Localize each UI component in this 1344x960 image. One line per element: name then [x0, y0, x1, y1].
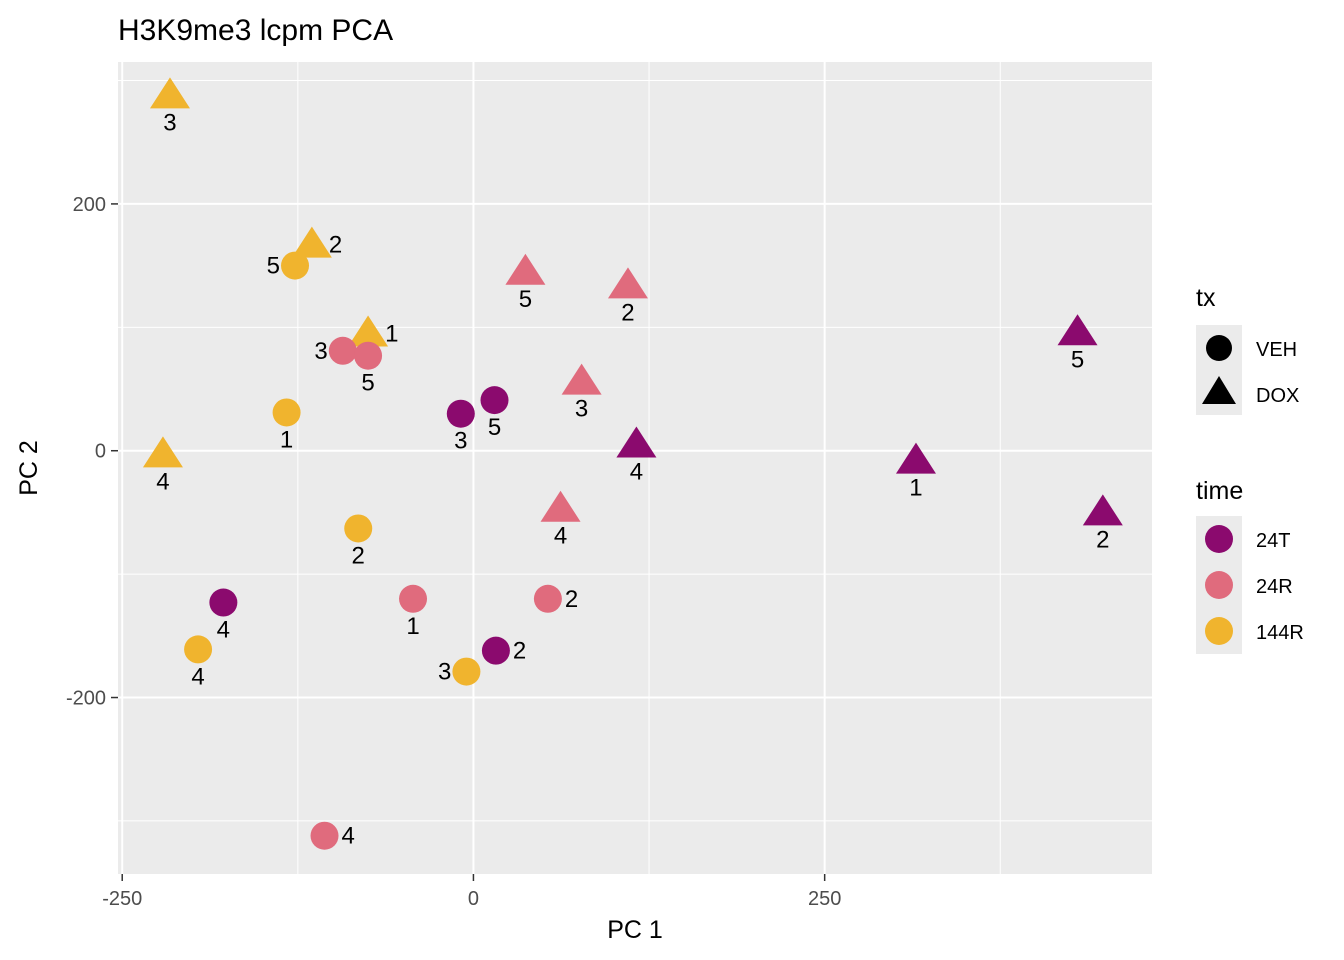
point-label: 3: [163, 109, 176, 136]
legend-tx: tx VEH DOX: [1196, 284, 1299, 415]
x-tick-label: -250: [102, 888, 142, 910]
legend-tx-item-dox: DOX: [1256, 385, 1299, 407]
data-point-circle: [328, 336, 357, 365]
point-label: 3: [314, 338, 327, 365]
point-label: 5: [361, 370, 374, 397]
legend-24r-swatch: [1205, 571, 1233, 599]
x-tick-label: 0: [468, 888, 479, 910]
point-label: 4: [156, 468, 169, 495]
point-label: 3: [438, 659, 451, 686]
data-point-circle: [354, 341, 383, 370]
data-point-triangle: [561, 363, 602, 395]
data-point-circle: [344, 514, 373, 543]
legend-time-item-144r: 144R: [1256, 622, 1304, 644]
data-point-circle: [209, 588, 238, 617]
legend-tx-title: tx: [1196, 284, 1216, 312]
point-label: 2: [513, 638, 526, 665]
data-point-triangle: [895, 442, 936, 474]
chart-title: H3K9me3 lcpm PCA: [118, 14, 393, 47]
point-label: 4: [630, 459, 643, 486]
x-tick-label: 250: [808, 888, 841, 910]
point-label: 4: [217, 617, 230, 644]
data-point-circle: [481, 636, 510, 665]
point-label: 1: [280, 426, 293, 453]
point-label: 5: [1071, 346, 1084, 373]
point-label: 4: [191, 663, 204, 690]
data-point-circle: [533, 584, 562, 613]
point-label: 2: [1096, 526, 1109, 553]
data-point-circle: [272, 398, 301, 427]
point-label: 2: [329, 232, 342, 259]
data-point-triangle: [149, 77, 190, 109]
data-point-triangle: [142, 436, 183, 468]
point-label: 2: [565, 586, 578, 613]
data-point-circle: [310, 821, 339, 850]
data-point-circle: [184, 635, 213, 664]
legend-time: time 24T 24R 144R: [1196, 477, 1304, 654]
legend-time-title: time: [1196, 477, 1243, 505]
data-point-triangle: [540, 490, 581, 522]
data-point-circle: [399, 584, 428, 613]
data-point-triangle: [607, 267, 648, 299]
y-tick-label: -200: [66, 688, 106, 710]
x-axis-title: PC 1: [607, 916, 663, 944]
y-axis-title: PC 2: [15, 440, 43, 496]
grid-minor: [118, 62, 1152, 874]
point-label: 5: [267, 253, 280, 280]
grid-major: [118, 62, 1152, 874]
point-label: 1: [909, 475, 922, 502]
data-point-triangle: [1057, 314, 1098, 346]
point-label: 4: [342, 823, 355, 850]
point-label: 1: [406, 613, 419, 640]
data-points: [142, 77, 1123, 850]
data-point-triangle: [505, 253, 546, 285]
data-point-triangle: [1082, 494, 1123, 526]
point-label: 2: [352, 542, 365, 569]
data-point-circle: [446, 399, 475, 428]
legend-circle-icon: [1206, 335, 1232, 361]
data-point-circle: [480, 386, 509, 415]
point-label: 3: [454, 428, 467, 455]
y-tick-label: 0: [95, 441, 106, 463]
data-point-triangle: [616, 426, 657, 458]
plot-panel: [118, 62, 1152, 874]
data-point-triangle: [348, 315, 389, 347]
legend-triangle-icon: [1202, 376, 1236, 404]
data-point-triangle: [291, 226, 332, 258]
legend-144r-swatch: [1205, 617, 1233, 645]
legend-time-item-24t: 24T: [1256, 530, 1290, 552]
point-label: 5: [488, 414, 501, 441]
data-point-circle: [281, 251, 310, 280]
point-label: 3: [575, 396, 588, 423]
legend-24t-swatch: [1205, 525, 1233, 553]
point-label: 1: [385, 320, 398, 347]
legend-time-item-24r: 24R: [1256, 576, 1293, 598]
y-tick-label: 200: [73, 194, 106, 216]
x-axis-ticks: -250 0 250: [102, 874, 841, 910]
point-label: 2: [621, 299, 634, 326]
y-axis-ticks: -200 0 200: [66, 194, 118, 710]
point-label: 4: [554, 523, 567, 550]
data-point-circle: [452, 657, 481, 686]
legend-tx-item-veh: VEH: [1256, 339, 1297, 361]
point-label: 5: [519, 286, 532, 313]
